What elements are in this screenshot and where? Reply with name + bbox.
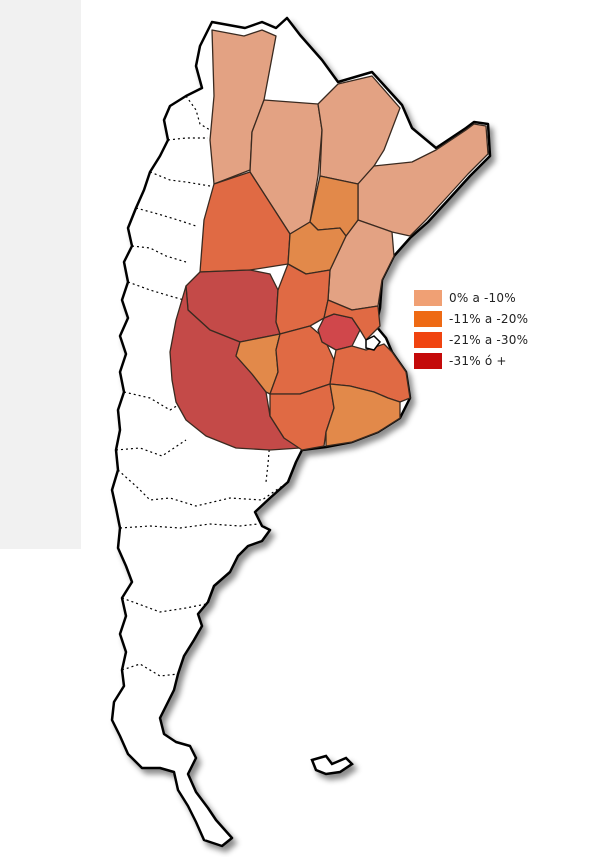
legend-swatch bbox=[414, 289, 442, 306]
legend-item: -31% ó + bbox=[414, 350, 574, 371]
legend-swatch bbox=[414, 310, 442, 327]
region-north-east-1 bbox=[317, 75, 401, 185]
legend-label: -21% a -30% bbox=[449, 332, 529, 347]
region-buenos-aires-north bbox=[323, 299, 381, 341]
legend-swatch bbox=[414, 331, 442, 348]
region-cordoba bbox=[275, 263, 331, 335]
legend: 0% a -10% -11% a -20% -21% a -30% -31% ó… bbox=[414, 287, 574, 371]
region-buenos-aires-south bbox=[325, 383, 401, 447]
legend-item: 0% a -10% bbox=[414, 287, 574, 308]
region-catamarca bbox=[199, 171, 291, 273]
legend-swatch bbox=[414, 352, 442, 369]
rio-de-la-plata bbox=[365, 335, 381, 351]
tierra-del-fuego-island bbox=[310, 754, 354, 776]
shaded-provinces bbox=[169, 29, 489, 451]
region-south-west bbox=[269, 383, 335, 451]
legend-label: 0% a -10% bbox=[449, 290, 516, 305]
legend-item: -11% a -20% bbox=[414, 308, 574, 329]
legend-item: -21% a -30% bbox=[414, 329, 574, 350]
legend-label: -11% a -20% bbox=[449, 311, 529, 326]
legend-label: -31% ó + bbox=[449, 353, 507, 368]
province-borders bbox=[115, 95, 289, 735]
side-panel bbox=[0, 0, 81, 549]
